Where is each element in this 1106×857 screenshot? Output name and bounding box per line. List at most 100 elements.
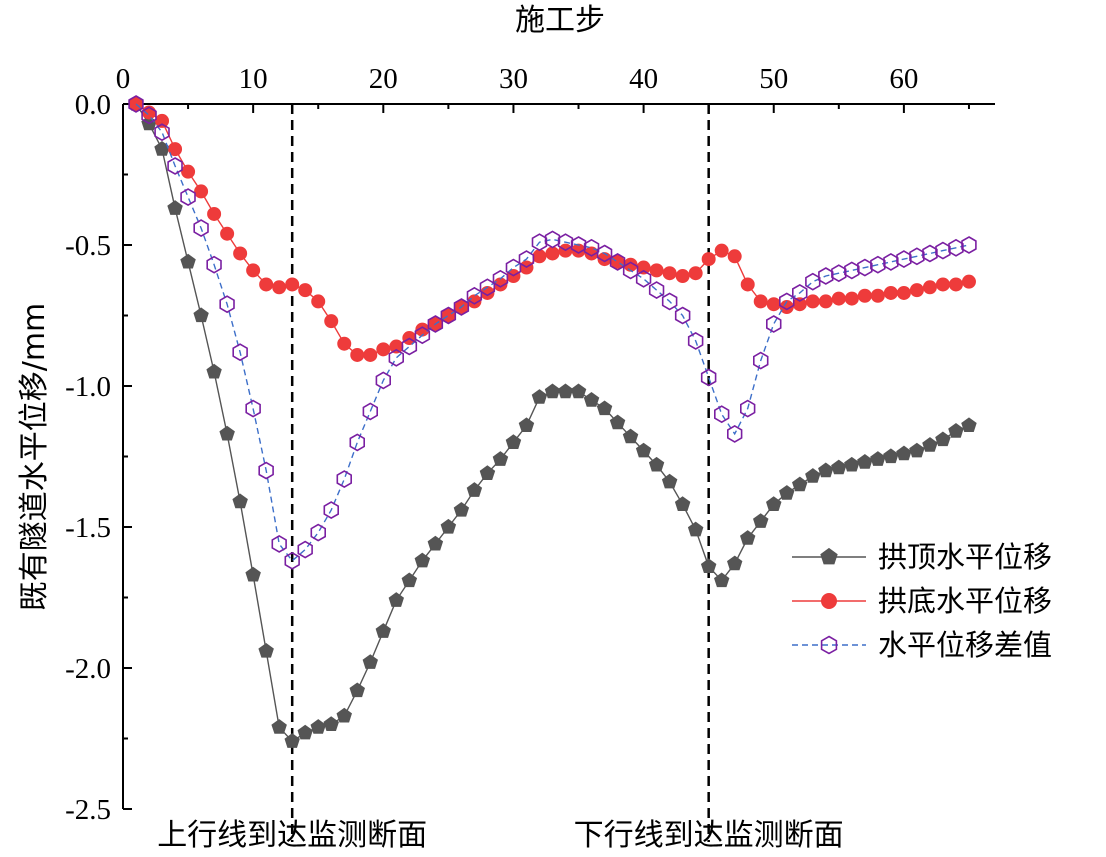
data-point [531, 389, 548, 404]
data-point [661, 473, 678, 489]
data-point [635, 269, 652, 288]
data-point [206, 255, 222, 274]
data-point [532, 249, 547, 264]
data-point [492, 451, 509, 466]
data-point [596, 400, 613, 416]
data-point [688, 266, 703, 281]
data-point [401, 337, 418, 356]
series-line [135, 103, 970, 562]
x-axis-title: 施工步 [515, 3, 605, 38]
data-point [311, 294, 326, 309]
data-point [284, 733, 300, 748]
data-point [492, 269, 509, 288]
data-point [674, 306, 691, 325]
data-point [570, 236, 587, 254]
axes: 0 10 20 30 40 50 60 0.0 -0.5 -1.0 -1.5 -2.0 -2.5 [65, 63, 995, 826]
data-point [662, 266, 677, 281]
data-point [727, 249, 742, 264]
series-layer [128, 95, 977, 748]
data-point [232, 343, 248, 362]
data-point [180, 188, 196, 207]
data-point [220, 226, 235, 241]
data-point [583, 391, 600, 407]
data-point [362, 654, 378, 669]
y-tick-label: -0.5 [65, 230, 111, 262]
data-point [518, 250, 535, 269]
data-point [401, 572, 418, 588]
data-point [648, 456, 665, 472]
y-axis-title: 既有隧道水平位移/mm [17, 303, 52, 612]
x-tick-label: 60 [889, 63, 918, 95]
data-point [194, 184, 209, 199]
data-point [466, 482, 483, 497]
data-point [337, 336, 352, 351]
legend-marker [820, 635, 838, 655]
x-tick-label: 20 [369, 63, 398, 95]
data-point [674, 496, 691, 511]
data-point [713, 405, 730, 424]
y-tick-label: 0.0 [75, 89, 111, 121]
data-point [376, 342, 391, 357]
data-point [193, 307, 209, 323]
data-point [336, 470, 353, 489]
data-point [219, 295, 235, 314]
x-tick-label: 30 [499, 63, 528, 95]
y-tick-label: -2.5 [65, 794, 111, 826]
reference-line-label: 下行线到达监测断面 [574, 818, 844, 853]
data-point [141, 106, 157, 125]
legend-label: 水平位移差值 [878, 628, 1052, 662]
data-point [779, 300, 794, 315]
data-point [518, 417, 535, 432]
series-3 [128, 95, 977, 570]
x-tick-label: 50 [759, 63, 788, 95]
data-point [818, 294, 833, 309]
data-point [375, 371, 392, 390]
data-point [753, 513, 769, 528]
data-point [245, 399, 261, 418]
data-point [155, 113, 170, 128]
data-point [701, 252, 716, 267]
data-point [258, 642, 274, 658]
data-point [350, 347, 365, 362]
legend-label: 拱底水平位移 [878, 584, 1052, 618]
data-point [753, 294, 768, 309]
data-point [389, 339, 404, 354]
data-point [557, 383, 574, 399]
x-tick-label: 40 [629, 63, 658, 95]
data-point [727, 555, 743, 571]
data-point [207, 206, 222, 221]
data-point [883, 285, 898, 300]
data-point [388, 348, 405, 367]
data-point [453, 501, 470, 517]
data-point [831, 291, 846, 306]
data-point [324, 314, 339, 329]
legend-marker [821, 593, 837, 609]
data-point [714, 243, 729, 258]
data-point [193, 219, 209, 238]
data-point [792, 476, 808, 492]
data-point [323, 501, 340, 520]
data-point [246, 263, 261, 278]
data-point [271, 534, 287, 553]
data-point [505, 434, 522, 449]
data-point [752, 351, 769, 370]
data-point [609, 414, 626, 430]
data-point [557, 233, 574, 252]
data-point [779, 485, 795, 500]
data-point [167, 157, 183, 175]
data-point [922, 244, 938, 263]
series-line [135, 103, 970, 356]
reference-line-label: 上行线到达监测断面 [157, 818, 427, 853]
data-point [883, 252, 899, 271]
data-point [687, 521, 704, 537]
y-tick-label: -1.5 [65, 512, 111, 544]
data-point [857, 453, 873, 469]
data-point [545, 246, 560, 261]
data-point [714, 572, 730, 588]
data-point [700, 558, 717, 573]
data-point [870, 288, 885, 303]
data-point [232, 493, 248, 509]
data-point [791, 283, 808, 302]
data-point [271, 719, 287, 734]
